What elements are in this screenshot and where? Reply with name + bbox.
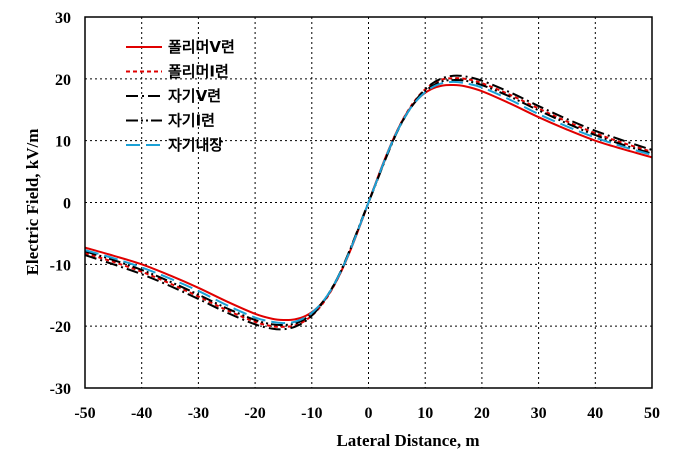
y-tick-label: 0 [63,196,71,213]
y-tick-label: -10 [50,257,71,274]
legend-label-4: 자기I련 [168,112,215,130]
legend-label-2: 폴리머I련 [168,63,229,81]
series-line-5 [84,80,653,325]
series-line-4 [84,79,653,326]
series-line-3 [84,74,653,331]
x-tick-label: -30 [188,405,209,422]
x-tick-label: -10 [301,405,322,422]
x-tick-label: 20 [474,405,490,422]
y-tick-label: 30 [55,10,71,27]
x-tick-label: 0 [365,405,373,422]
y-tick-label: 10 [55,134,71,151]
x-tick-label: 30 [531,405,547,422]
y-tick-label: -30 [50,381,71,398]
plot-frame [84,16,653,389]
x-axis-title: Lateral Distance, m [336,431,479,450]
x-tick-labels: -50 -40 -30 -20 -10 0 10 20 30 40 50 [74,405,660,422]
y-tick-label: 20 [55,72,71,89]
x-tick-label: -20 [244,405,265,422]
x-tick-label: 50 [644,405,660,422]
legend-label-1: 폴리머V련 [168,38,235,56]
legend-label-3: 자기V련 [168,87,221,105]
y-tick-labels: -30 -20 -10 0 10 20 30 [50,10,71,398]
x-tick-label: 10 [417,405,433,422]
y-axis-title: Electric Field, kV/m [23,129,42,276]
y-tick-label: -20 [50,319,71,336]
series-layer [84,74,653,331]
x-tick-label: -40 [131,405,152,422]
legend-label-5: 자기내장 [168,136,223,154]
x-tick-label: 40 [587,405,603,422]
x-tick-label: -50 [74,405,95,422]
